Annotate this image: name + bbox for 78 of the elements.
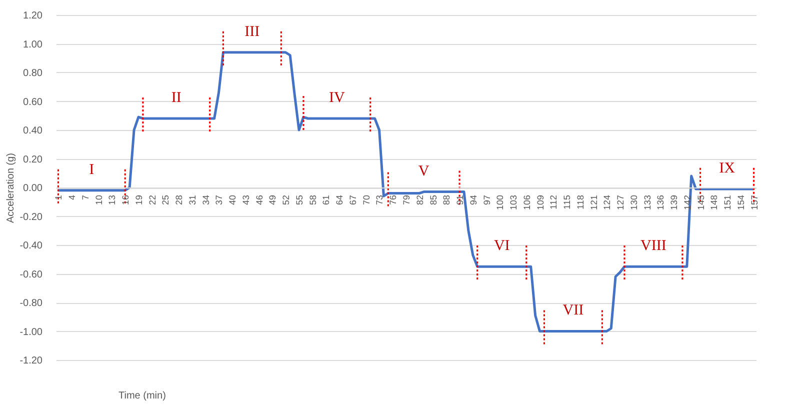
x-tick-label: 28 [174,195,184,206]
y-tick-label: -0.60 [20,269,43,280]
x-tick-label: 19 [134,195,144,206]
annotation: IX [719,160,736,176]
y-axis-title: Acceleration (g) [6,152,17,224]
y-tick-label: -0.40 [20,240,43,252]
annotation: VI [494,238,510,254]
x-tick-label: 40 [228,195,238,206]
x-tick-label: 49 [268,195,278,206]
y-tick-label: 0.40 [23,126,43,136]
x-tick-label: 136 [656,195,666,210]
x-tick-label: 121 [588,195,599,210]
x-tick-label: 115 [562,195,572,210]
x-tick-label: 157 [749,195,760,210]
x-tick-label: 46 [254,195,264,206]
x-tick-label: 154 [736,195,746,210]
x-tick-label: 52 [281,195,292,206]
x-tick-label: 58 [308,195,318,206]
x-tick-label: 91 [455,195,466,206]
annotation: V [418,163,430,180]
x-tick-label: 25 [160,195,171,206]
x-tick-label: 148 [709,195,720,210]
x-tick-label: 79 [402,195,412,206]
x-tick-label: 64 [334,195,345,206]
y-tick-label: -0.80 [20,298,43,309]
y-tick-label: 0.20 [23,154,43,166]
y-tick-label: 0.00 [23,183,43,194]
x-tick-label: 88 [442,195,452,206]
x-tick-label: 106 [522,195,532,210]
y-tick-label: 0.80 [23,68,43,79]
annotation: VII [562,302,584,319]
y-tick-label: -1.00 [20,326,43,338]
y-tick-label: 1.20 [23,10,43,22]
x-tick-label: 16 [120,195,131,206]
x-tick-label: 82 [414,195,425,206]
x-tick-label: 151 [722,195,733,210]
x-axis-title: Time (min) [118,390,166,402]
x-tick-label: 85 [428,195,438,206]
x-tick-label: 133 [642,195,652,210]
annotation: VIII [640,238,666,254]
x-tick-label: 70 [361,195,372,206]
x-tick-label: 100 [495,195,506,210]
x-tick-label: 43 [240,195,251,206]
x-tick-label: 37 [214,195,224,206]
y-tick-label: 1.00 [23,39,43,50]
x-tick-label: 13 [107,195,118,206]
x-tick-label: 130 [628,195,639,210]
x-tick-label: 118 [575,195,586,210]
annotation: III [244,24,260,40]
x-tick-label: 139 [669,195,680,210]
x-tick-label: 142 [682,195,692,210]
y-tick-label: 0.60 [23,96,43,108]
x-tick-label: 124 [602,195,612,210]
x-tick-label: 61 [321,195,332,206]
x-tick-label: 31 [187,195,198,206]
x-tick-label: 67 [348,195,358,206]
annotation: IV [328,90,345,106]
x-tick-label: 1 [54,195,64,200]
x-tick-label: 76 [388,195,398,206]
x-tick-label: 127 [616,195,626,210]
line-series [56,51,756,332]
x-tick-label: 109 [535,195,546,210]
x-tick-label: 4 [67,195,78,200]
annotation: I [89,162,94,178]
x-tick-label: 97 [482,195,492,206]
y-tick-label: -0.20 [20,212,43,223]
x-tick-label: 34 [200,195,211,206]
x-tick-label: 73 [374,195,385,206]
x-tick-label: 145 [696,195,706,210]
x-tick-label: 7 [80,195,90,200]
annotation: II [171,90,182,106]
x-tick-label: 94 [468,195,478,206]
x-tick-label: 22 [147,195,158,206]
x-tick-label: 112 [548,195,559,210]
x-tick-label: 55 [294,195,304,206]
x-tick-label: 103 [508,195,519,210]
x-tick-label: 10 [94,195,104,206]
y-tick-label: -1.20 [20,356,43,366]
